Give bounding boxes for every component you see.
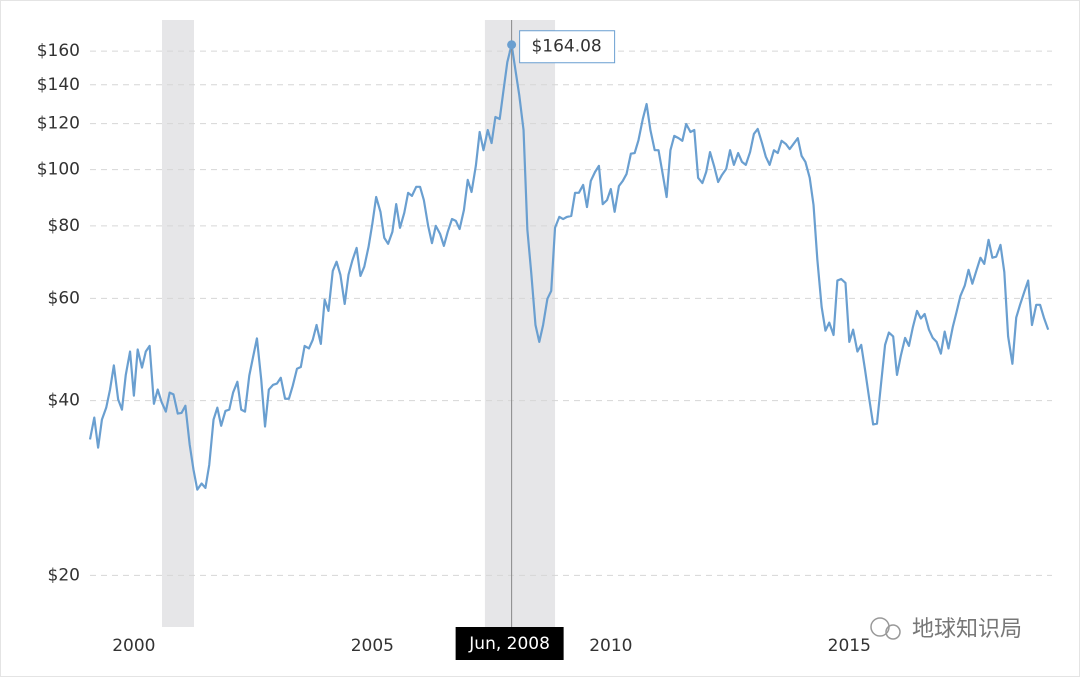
y-tick-label: $140	[37, 75, 80, 95]
tooltip-point	[507, 40, 517, 50]
recession-band	[484, 20, 556, 627]
x-tick-label: 2000	[112, 636, 155, 656]
date-label: Jun, 2008	[468, 634, 550, 654]
watermark-icon	[885, 624, 901, 640]
date-box	[455, 627, 564, 660]
tooltip-label: $164.08	[531, 37, 601, 57]
y-tick-label: $160	[37, 41, 80, 61]
y-tick-label: $80	[48, 216, 80, 236]
y-tick-label: $20	[48, 565, 80, 585]
price-line	[88, 43, 1050, 491]
x-tick-label: 2015	[828, 636, 871, 656]
y-tick-label: $120	[37, 114, 80, 134]
watermark: 地球知识局	[870, 617, 1022, 642]
tooltip-box	[519, 30, 616, 64]
watermark-text: 地球知识局	[912, 617, 1022, 642]
x-tick-label: 2005	[351, 636, 394, 656]
recession-band	[162, 20, 194, 627]
x-tick-label: 2010	[589, 636, 632, 656]
y-tick-label: $100	[37, 160, 80, 180]
y-tick-label: $40	[48, 391, 80, 411]
y-tick-label: $60	[48, 288, 80, 308]
